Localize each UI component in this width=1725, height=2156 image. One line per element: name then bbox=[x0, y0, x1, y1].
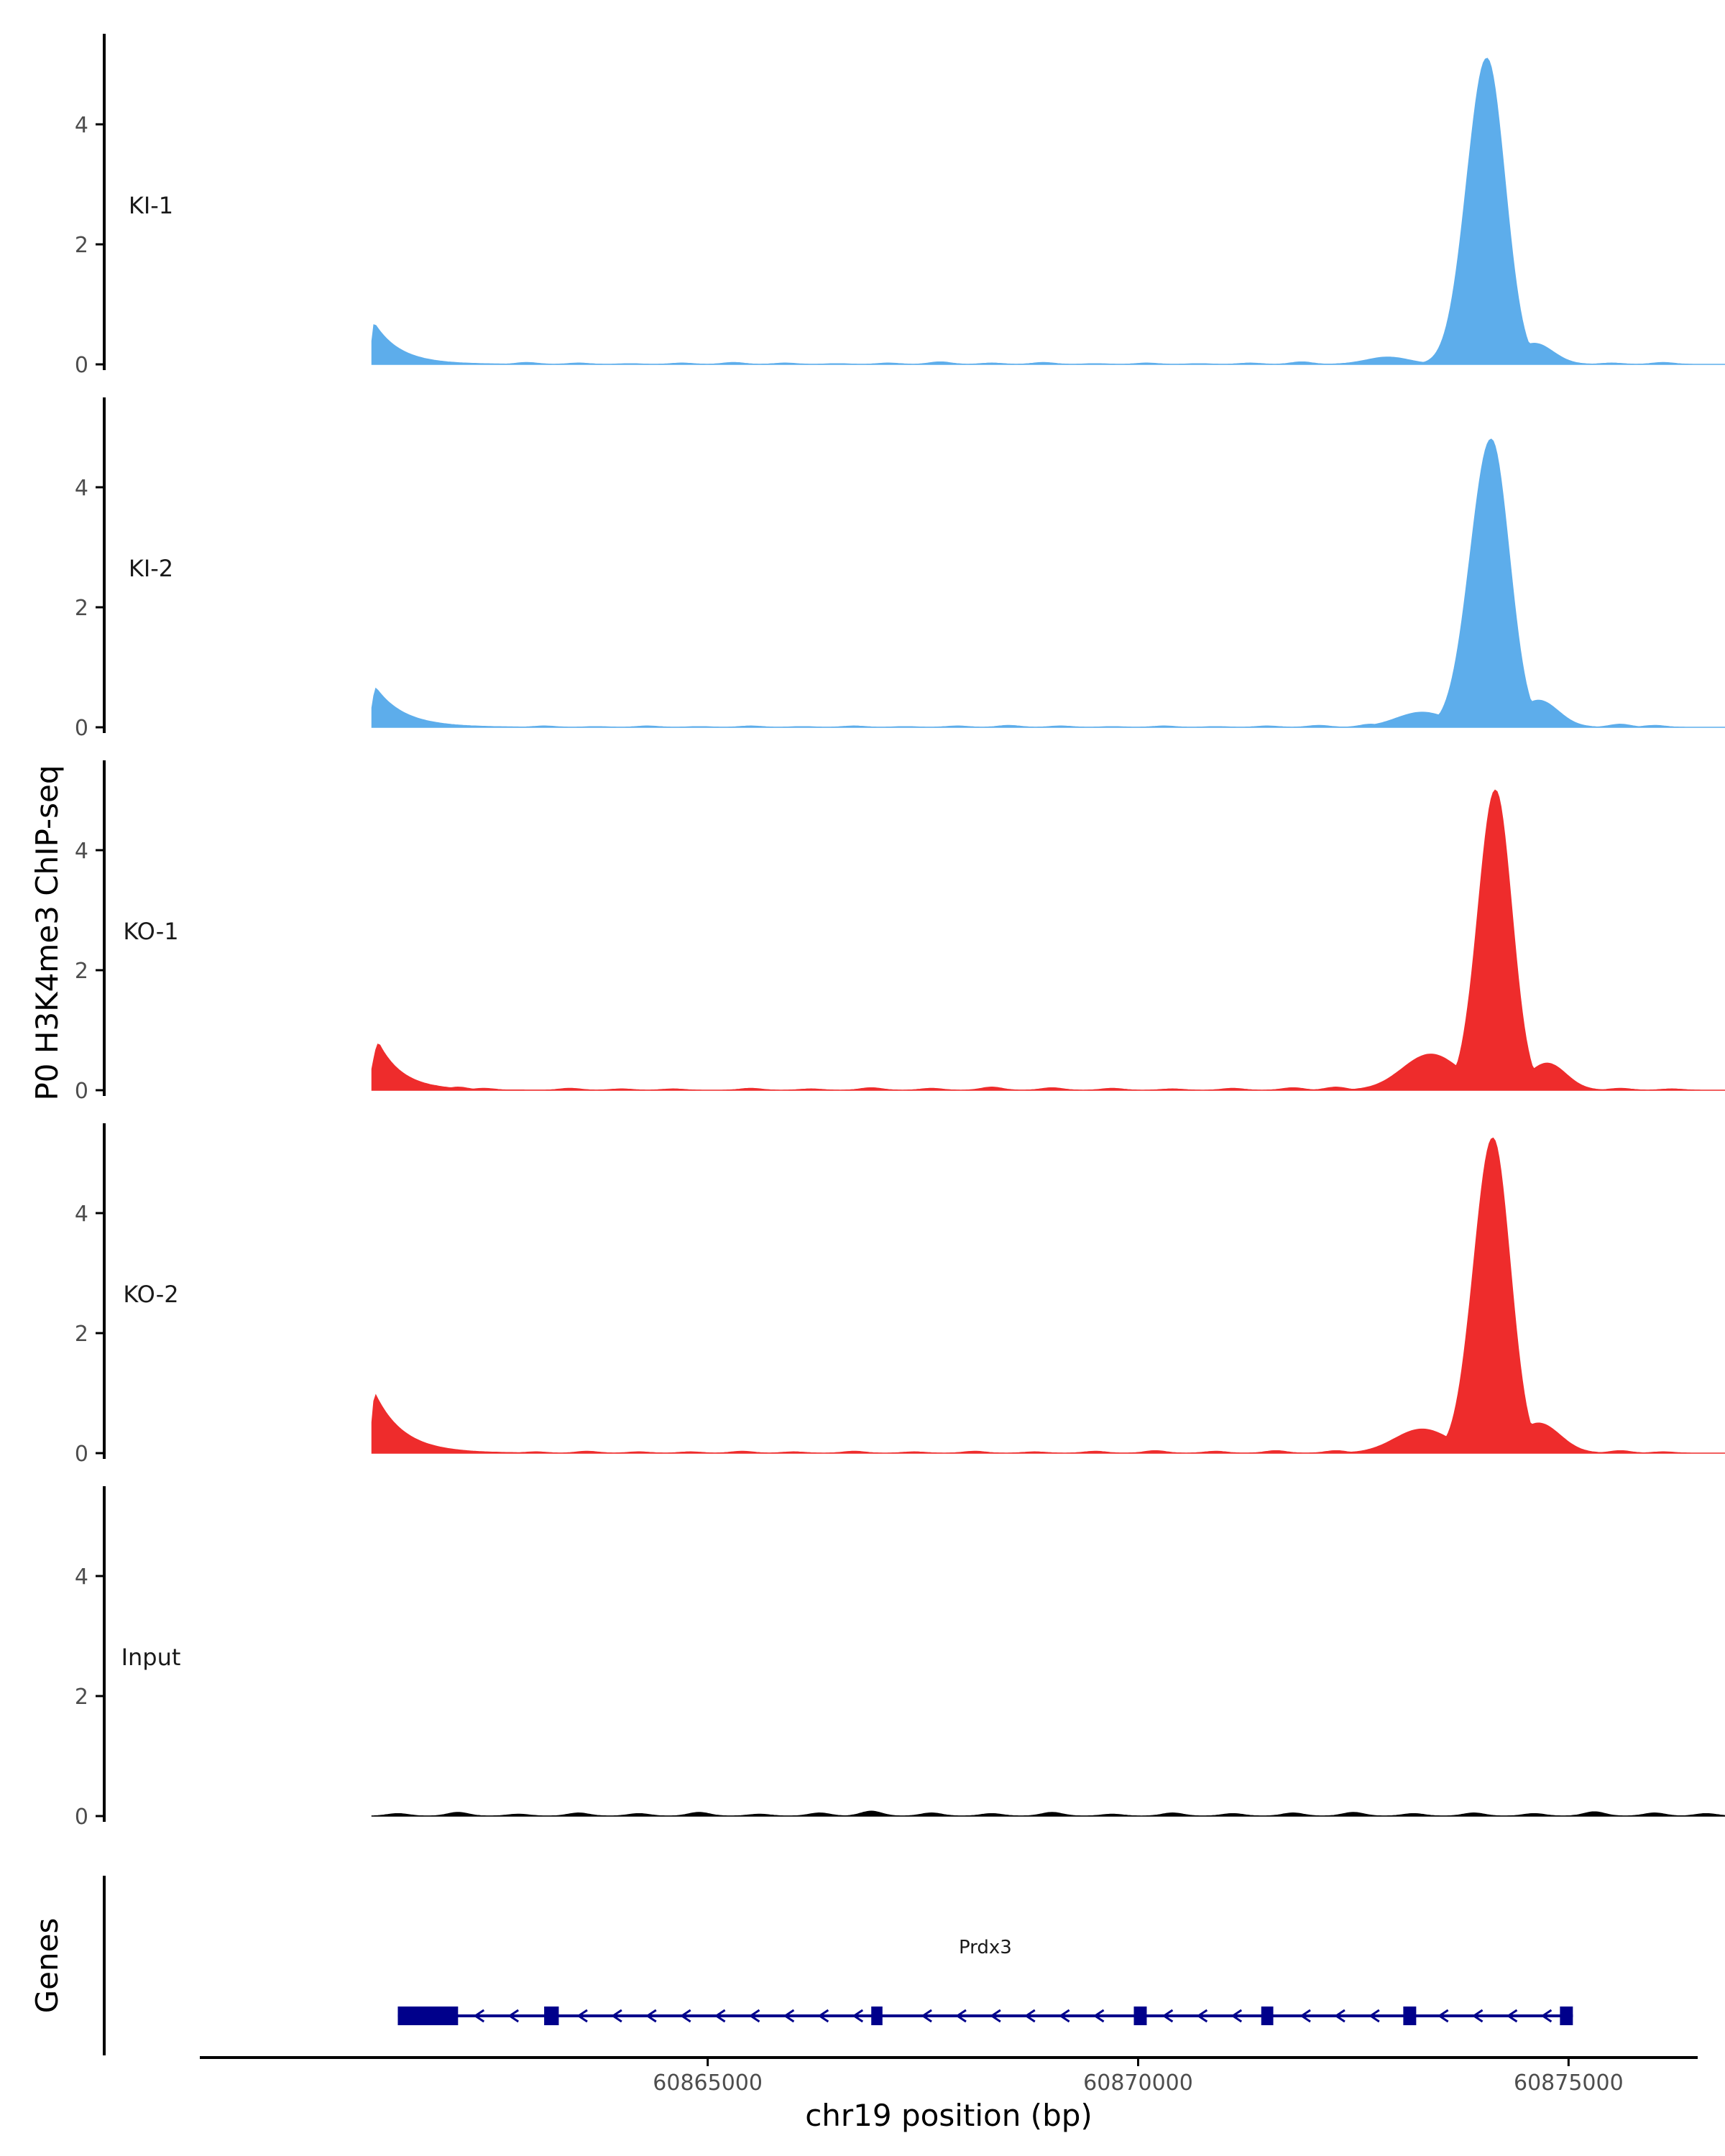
y-tick-label-ki-2: 2 bbox=[75, 596, 88, 621]
strand-arrow bbox=[576, 2009, 588, 2023]
exon-cds bbox=[1261, 2007, 1274, 2025]
y-tick-label-ki-1: 2 bbox=[75, 233, 88, 258]
track-label-ki-2: KI-2 bbox=[129, 555, 173, 582]
y-tick-label-input: 4 bbox=[75, 1565, 88, 1590]
y-tick-label-ki-2: 4 bbox=[75, 476, 88, 501]
strand-arrow bbox=[1368, 2009, 1380, 2023]
y-tick-label-ki-2: 0 bbox=[75, 716, 88, 741]
strand-arrow bbox=[990, 2009, 1001, 2023]
y-tick-label-ki-1: 4 bbox=[75, 113, 88, 138]
strand-arrow bbox=[1058, 2009, 1070, 2023]
y-tick-label-ko-1: 0 bbox=[75, 1079, 88, 1104]
strand-arrow bbox=[714, 2009, 726, 2023]
y-tick-label-ki-1: 0 bbox=[75, 353, 88, 378]
strand-arrow bbox=[679, 2009, 691, 2023]
exon-cds bbox=[1560, 2007, 1573, 2025]
strand-arrow bbox=[955, 2009, 967, 2023]
strand-arrow bbox=[473, 2009, 485, 2023]
track-label-ko-1: KO-1 bbox=[123, 918, 178, 945]
y-tick-label-ko-2: 2 bbox=[75, 1322, 88, 1347]
x-tick-label: 60870000 bbox=[1083, 2070, 1193, 2096]
exon-utr_thick bbox=[397, 2007, 459, 2025]
strand-arrow bbox=[1471, 2009, 1484, 2023]
strand-arrow bbox=[921, 2009, 932, 2023]
strand-arrow bbox=[1162, 2009, 1174, 2023]
tracks-group: 0 2 4 KI-1 0 2 4 KI-2 0 2 4 KO-1 0 2 4 KO-2 0 2 4 Input bbox=[75, 34, 1725, 1830]
track-label-ko-2: KO-2 bbox=[123, 1281, 178, 1308]
x-axis-title: chr19 position (bp) bbox=[805, 2098, 1092, 2133]
track-ki-1: 0 2 4 KI-1 bbox=[75, 34, 1725, 378]
track-input: 0 2 4 Input bbox=[75, 1486, 1725, 1830]
track-label-input: Input bbox=[121, 1644, 181, 1671]
strand-arrow bbox=[817, 2009, 829, 2023]
strand-arrow bbox=[748, 2009, 760, 2023]
track-ki-2: 0 2 4 KI-2 bbox=[75, 397, 1725, 741]
strand-arrow bbox=[1506, 2009, 1518, 2023]
gene-label-prdx3: Prdx3 bbox=[959, 1937, 1012, 1958]
strand-arrow bbox=[1437, 2009, 1449, 2023]
x-tick-label: 60875000 bbox=[1514, 2070, 1624, 2096]
strand-arrow bbox=[852, 2009, 864, 2023]
signal-area-input bbox=[371, 1810, 1725, 1817]
x-tick-label: 60865000 bbox=[653, 2070, 763, 2096]
strand-arrow bbox=[1540, 2009, 1552, 2023]
gene-model-prdx3: Prdx3 bbox=[397, 1937, 1573, 2025]
strand-arrow bbox=[611, 2009, 622, 2023]
y-tick-label-input: 0 bbox=[75, 1805, 88, 1830]
track-ko-2: 0 2 4 KO-2 bbox=[75, 1123, 1725, 1467]
track-label-ki-1: KI-1 bbox=[129, 192, 173, 219]
y-tick-label-ko-1: 2 bbox=[75, 959, 88, 984]
genes-axis-title: Genes bbox=[29, 1918, 65, 2014]
signal-area-ko-1 bbox=[371, 789, 1725, 1091]
signal-area-ko-2 bbox=[371, 1137, 1725, 1454]
y-axis-title: P0 H3K4me3 ChIP-seq bbox=[29, 765, 65, 1100]
strand-arrow bbox=[1024, 2009, 1036, 2023]
strand-arrow bbox=[645, 2009, 657, 2023]
strand-arrow bbox=[1334, 2009, 1346, 2023]
signal-area-ki-1 bbox=[371, 57, 1725, 365]
exon-cds bbox=[1133, 2007, 1147, 2025]
y-tick-label-ko-2: 0 bbox=[75, 1442, 88, 1467]
exon-cds bbox=[871, 2007, 883, 2025]
strand-arrow bbox=[1300, 2009, 1311, 2023]
track-ko-1: 0 2 4 KO-1 bbox=[75, 760, 1725, 1104]
x-axis: 60865000 60870000 60875000 bbox=[200, 2056, 1698, 2096]
exon-cds bbox=[544, 2007, 559, 2025]
y-tick-label-ko-1: 4 bbox=[75, 839, 88, 864]
strand-arrow bbox=[1092, 2009, 1105, 2023]
strand-arrow bbox=[1230, 2009, 1243, 2023]
strand-arrow bbox=[507, 2009, 519, 2023]
strand-arrow bbox=[783, 2009, 795, 2023]
y-tick-label-ko-2: 4 bbox=[75, 1202, 88, 1227]
gene-panel: Genes Prdx3 bbox=[29, 1876, 1573, 2055]
strand-arrow bbox=[1196, 2009, 1208, 2023]
exon-cds bbox=[1403, 2007, 1417, 2025]
signal-area-ki-2 bbox=[371, 438, 1725, 728]
y-tick-label-input: 2 bbox=[75, 1685, 88, 1710]
